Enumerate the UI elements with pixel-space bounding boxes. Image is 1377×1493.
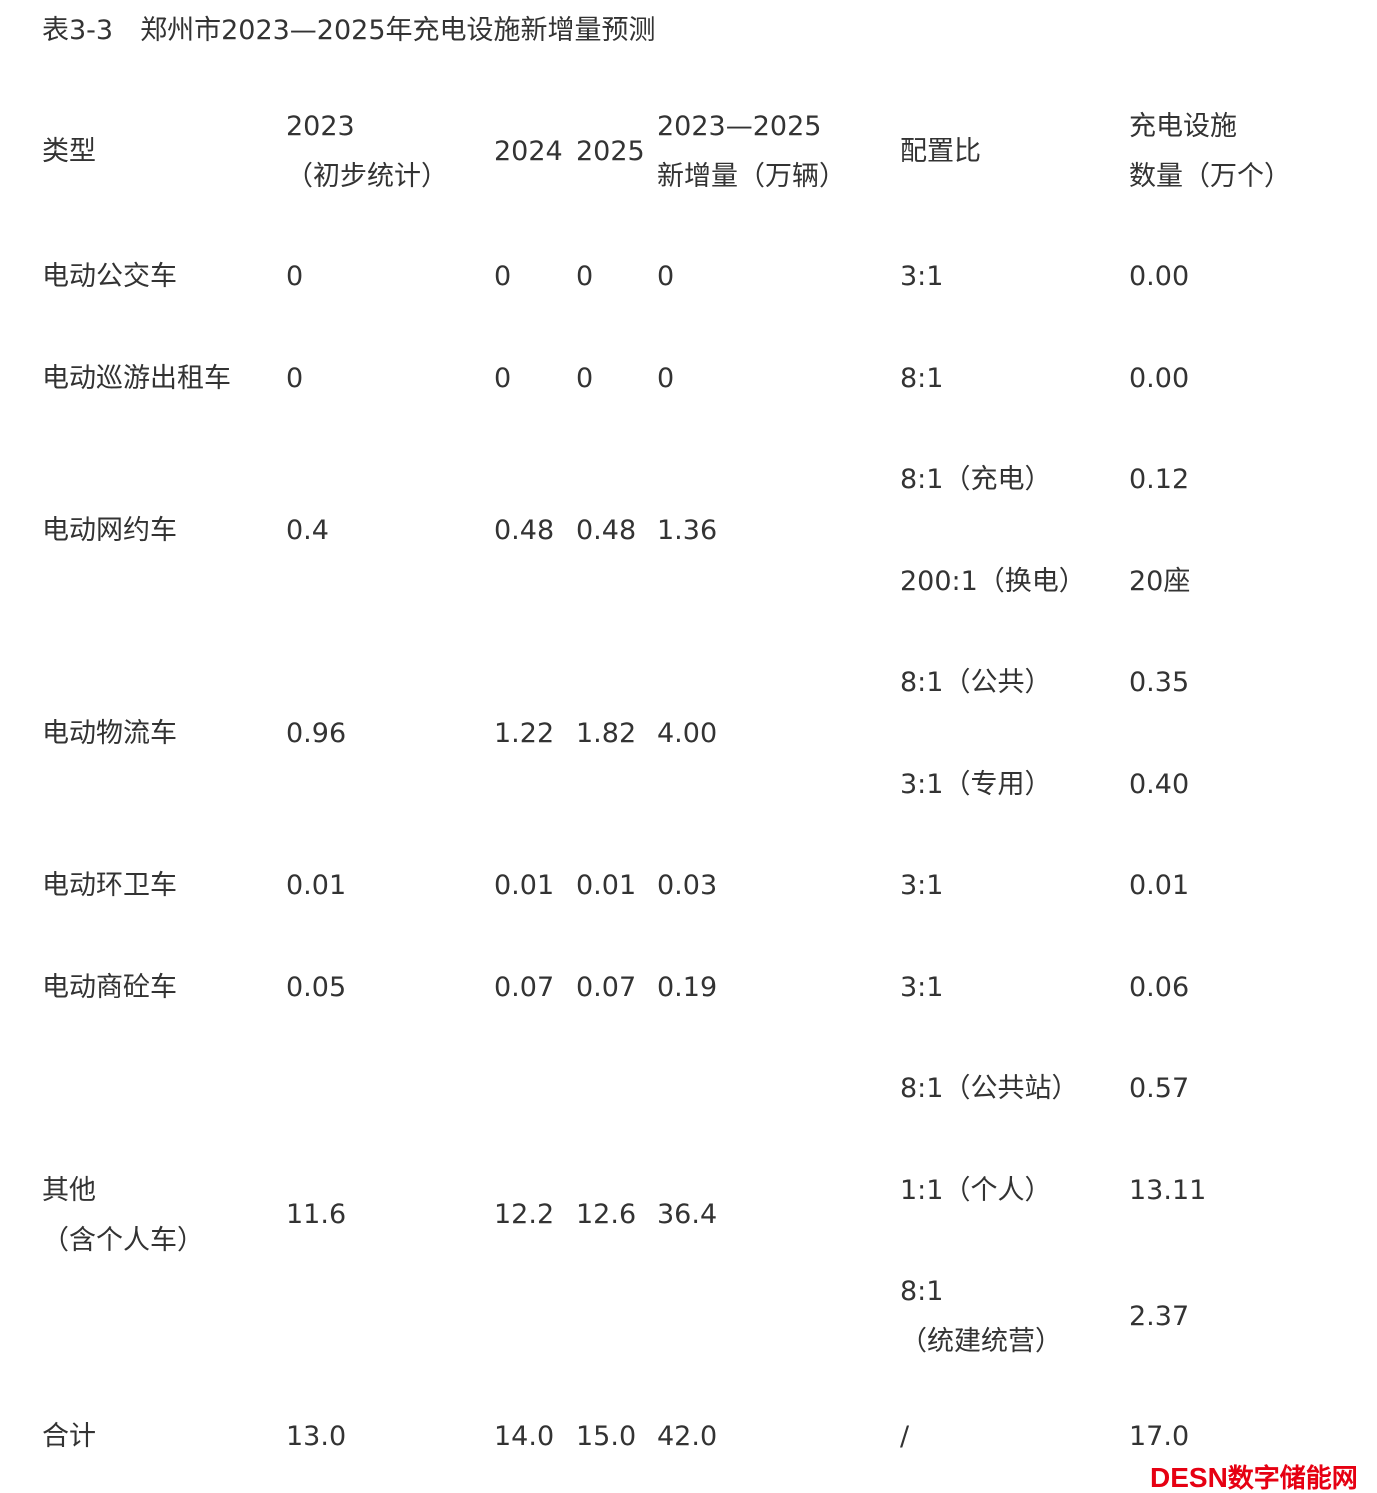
- cell-count: 17.0: [1129, 1421, 1190, 1452]
- cell-2025: 12.6: [576, 1199, 637, 1230]
- cell-count: 0.01: [1129, 870, 1190, 901]
- cell-2025: 0.01: [576, 870, 637, 901]
- cell-type: 电动物流车: [42, 718, 177, 749]
- cell-type: 其他: [42, 1175, 96, 1206]
- header-increase: 2023—2025: [657, 111, 822, 142]
- cell-ratio: 3:1: [900, 261, 944, 292]
- cell-type: 电动公交车: [42, 261, 177, 292]
- cell-increase: 0.03: [657, 870, 718, 901]
- cell-2024: 0.07: [494, 972, 555, 1003]
- cell-count: 0.00: [1129, 363, 1190, 394]
- cell-ratio-note: （统建统营）: [900, 1326, 1062, 1357]
- cell-2023: 13.0: [286, 1421, 347, 1452]
- cell-2025: 0.07: [576, 972, 637, 1003]
- cell-ratio: 3:1: [900, 870, 944, 901]
- cell-count: 0.00: [1129, 261, 1190, 292]
- cell-count: 0.40: [1129, 769, 1190, 800]
- cell-increase: 4.00: [657, 718, 718, 749]
- watermark-logo: DESN数字储能网: [1150, 1462, 1358, 1493]
- header-facilities: 充电设施: [1129, 111, 1237, 142]
- cell-2023: 0.05: [286, 972, 347, 1003]
- cell-ratio: 8:1（充电）: [900, 464, 1052, 495]
- cell-ratio: 200:1（换电）: [900, 566, 1086, 597]
- cell-increase: 0.19: [657, 972, 718, 1003]
- cell-ratio: 8:1: [900, 1276, 944, 1307]
- cell-2023: 11.6: [286, 1199, 347, 1230]
- cell-2024: 0: [494, 261, 512, 292]
- cell-type-note: （含个人车）: [42, 1225, 204, 1256]
- cell-count: 2.37: [1129, 1301, 1190, 1332]
- header-type: 类型: [42, 136, 96, 167]
- cell-2024: 0.01: [494, 870, 555, 901]
- cell-ratio: /: [900, 1421, 910, 1452]
- cell-2023: 0: [286, 261, 304, 292]
- cell-type: 电动巡游出租车: [42, 363, 231, 394]
- cell-2024: 1.22: [494, 718, 555, 749]
- cell-increase: 36.4: [657, 1199, 718, 1230]
- header-increase-unit: 新增量（万辆）: [657, 161, 846, 192]
- cell-count: 20座: [1129, 566, 1191, 597]
- cell-2024: 0: [494, 363, 512, 394]
- cell-2023: 0.96: [286, 718, 347, 749]
- cell-2024: 12.2: [494, 1199, 555, 1230]
- cell-increase: 42.0: [657, 1421, 718, 1452]
- table-title: 表3-3 郑州市2023—2025年充电设施新增量预测: [42, 15, 656, 46]
- header-ratio: 配置比: [900, 136, 981, 167]
- cell-increase: 1.36: [657, 515, 718, 546]
- cell-2025: 0.48: [576, 515, 637, 546]
- header-2023-note: （初步统计）: [286, 161, 448, 192]
- cell-2023: 0: [286, 363, 304, 394]
- cell-count: 13.11: [1129, 1175, 1207, 1206]
- cell-2024: 0.48: [494, 515, 555, 546]
- header-2024: 2024: [494, 136, 563, 167]
- cell-2023: 0.01: [286, 870, 347, 901]
- cell-type: 合计: [42, 1421, 96, 1452]
- cell-ratio: 1:1（个人）: [900, 1175, 1052, 1206]
- cell-count: 0.57: [1129, 1073, 1190, 1104]
- cell-ratio: 8:1: [900, 363, 944, 394]
- cell-increase: 0: [657, 261, 675, 292]
- cell-count: 0.06: [1129, 972, 1190, 1003]
- cell-2025: 0: [576, 363, 594, 394]
- cell-count: 0.35: [1129, 667, 1190, 698]
- cell-ratio: 3:1（专用）: [900, 769, 1052, 800]
- cell-ratio: 3:1: [900, 972, 944, 1003]
- header-2025: 2025: [576, 136, 645, 167]
- cell-2025: 15.0: [576, 1421, 637, 1452]
- cell-2023: 0.4: [286, 515, 329, 546]
- cell-2025: 0: [576, 261, 594, 292]
- cell-2024: 14.0: [494, 1421, 555, 1452]
- cell-type: 电动商砼车: [42, 972, 177, 1003]
- header-facilities-unit: 数量（万个）: [1129, 161, 1291, 192]
- cell-count: 0.12: [1129, 464, 1190, 495]
- cell-2025: 1.82: [576, 718, 637, 749]
- cell-type: 电动环卫车: [42, 870, 177, 901]
- cell-type: 电动网约车: [42, 515, 177, 546]
- cell-increase: 0: [657, 363, 675, 394]
- cell-ratio: 8:1（公共站）: [900, 1073, 1079, 1104]
- cell-ratio: 8:1（公共）: [900, 667, 1052, 698]
- header-2023: 2023: [286, 111, 355, 142]
